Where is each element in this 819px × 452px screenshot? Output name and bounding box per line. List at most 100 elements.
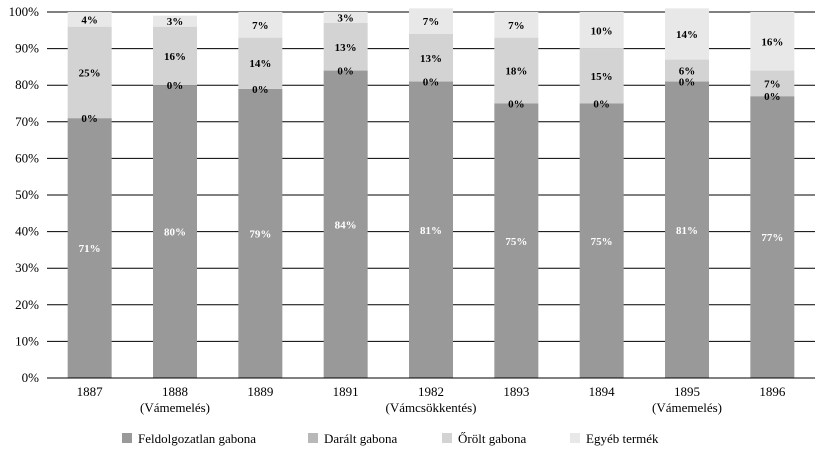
x-tick-label: 1895 — [674, 384, 700, 399]
legend: Feldolgozatlan gabona Darált gabona Őrölt … — [122, 431, 659, 446]
data-label: 3% — [337, 12, 354, 24]
bar-segment-0 — [67, 118, 112, 378]
bar-segment-3 — [750, 12, 795, 71]
y-tick-label: 40% — [15, 224, 39, 239]
data-label: 7% — [764, 78, 781, 90]
bar-segment-2 — [153, 26, 197, 86]
bar-segment-3 — [238, 12, 283, 38]
x-tick-label: 1982 — [418, 384, 444, 399]
bar-segment-0 — [409, 81, 453, 378]
data-label: 16% — [761, 36, 783, 48]
data-label: 0% — [81, 113, 98, 125]
data-label: 75% — [591, 236, 613, 248]
x-tick-label: 1891 — [333, 384, 359, 399]
y-tick-label: 30% — [15, 260, 39, 275]
bar-segment-2 — [409, 33, 453, 82]
data-label: 16% — [164, 51, 186, 63]
data-label: 7% — [508, 20, 525, 32]
bar-segment-0 — [579, 103, 624, 378]
bar-segment-3 — [494, 12, 539, 38]
x-tick-label: 1888 — [162, 384, 188, 399]
data-label: 18% — [505, 66, 527, 78]
data-label: 81% — [676, 225, 698, 237]
legend-label: Darált gabona — [324, 431, 398, 446]
bar-segment-0 — [494, 103, 539, 378]
data-label: 13% — [335, 42, 357, 54]
data-label: 75% — [505, 236, 527, 248]
legend-label: Feldolgozatlan gabona — [138, 431, 256, 446]
bar-segment-0 — [238, 88, 283, 379]
data-label: 79% — [249, 228, 271, 240]
data-label: 0% — [252, 84, 269, 96]
x-tick-label: 1889 — [247, 384, 273, 399]
x-tick-note: (Vámemelés) — [140, 400, 210, 415]
bar-segment-3 — [67, 12, 112, 27]
x-tick-label: 1896 — [759, 384, 786, 399]
bar-segment-3 — [323, 12, 368, 23]
y-tick-label: 0% — [22, 370, 40, 385]
bar-segment-2 — [750, 70, 795, 97]
data-label: 4% — [81, 14, 98, 26]
legend-swatch — [308, 433, 318, 443]
x-tick-note: (Vámemelés) — [652, 400, 722, 415]
data-label: 15% — [591, 71, 613, 83]
bar-segment-2 — [494, 37, 539, 104]
y-tick-label: 100% — [9, 4, 40, 19]
y-tick-label: 50% — [15, 187, 39, 202]
data-label: 14% — [676, 29, 698, 41]
data-label: 80% — [164, 227, 186, 239]
data-label: 7% — [252, 20, 269, 32]
y-axis-tick-labels: 0% 10% 20% 30% 40% 50% 60% 70% 80% 90% 100% — [9, 4, 40, 385]
bar-segment-3 — [409, 8, 453, 34]
data-label: 25% — [79, 67, 101, 79]
x-tick-label: 1887 — [77, 384, 104, 399]
bar-segment-0 — [750, 96, 795, 379]
x-axis-tick-labels: 1887 1888(Vámemelés)1889 1891 1982(Vámcsökk… — [77, 384, 786, 415]
data-label: 77% — [761, 232, 783, 244]
legend-label: Egyéb termék — [586, 431, 659, 446]
bar-segment-2 — [665, 59, 709, 82]
data-label: 0% — [679, 77, 696, 89]
y-tick-label: 70% — [15, 114, 39, 129]
data-label: 0% — [508, 99, 525, 111]
data-label: 0% — [423, 77, 440, 89]
x-tick-label: 1893 — [503, 384, 529, 399]
bar-segment-0 — [665, 81, 709, 378]
legend-swatch — [122, 433, 132, 443]
data-label: 7% — [423, 16, 440, 28]
bar-segment-3 — [579, 12, 624, 49]
data-label: 0% — [593, 99, 610, 111]
x-tick-note: (Vámcsökkentés) — [386, 400, 477, 415]
legend-swatch — [570, 433, 580, 443]
data-label: 81% — [420, 225, 442, 237]
y-tick-label: 60% — [15, 150, 39, 165]
data-labels: 71% 0% 25% 4% 80% 0% 16% 3% 79% 0% 14% 7% 84% 0% 13% 3%… — [79, 12, 784, 255]
bar-segment-0 — [153, 85, 197, 378]
data-label: 10% — [591, 25, 613, 37]
data-label: 6% — [679, 66, 696, 78]
bar-segment-2 — [238, 37, 283, 89]
x-tick-label: 1894 — [589, 384, 616, 399]
bar-segment-2 — [323, 22, 368, 71]
data-label: 14% — [249, 58, 271, 70]
bar-segment-3 — [153, 15, 197, 27]
data-label: 0% — [337, 66, 354, 78]
bar-segment-3 — [665, 8, 709, 60]
data-label: 84% — [335, 219, 357, 231]
y-tick-label: 80% — [15, 77, 39, 92]
data-label: 0% — [764, 91, 781, 103]
legend-label: Őrölt gabona — [458, 431, 526, 446]
bar-segment-2 — [67, 26, 112, 119]
bar-segment-2 — [579, 48, 624, 104]
y-tick-label: 20% — [15, 297, 39, 312]
data-label: 13% — [420, 53, 442, 65]
data-label: 3% — [167, 16, 184, 28]
data-label: 0% — [167, 80, 184, 92]
legend-swatch — [442, 433, 452, 443]
bars — [67, 8, 795, 379]
data-label: 71% — [79, 243, 101, 255]
y-tick-label: 90% — [15, 41, 39, 56]
bar-segment-0 — [323, 70, 368, 378]
y-tick-label: 10% — [15, 333, 39, 348]
